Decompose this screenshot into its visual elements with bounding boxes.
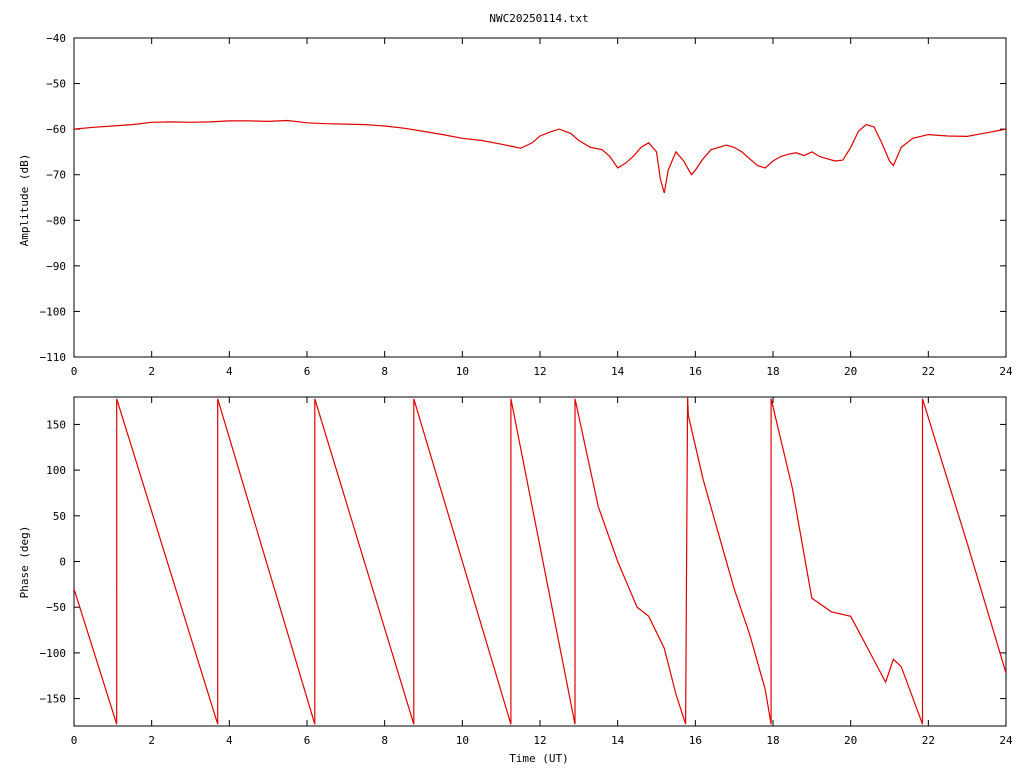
amplitude-y-tick-label: −110 [40,351,67,364]
phase-x-tick-label: 6 [304,734,311,747]
phase-x-tick-label: 16 [689,734,702,747]
amplitude-x-tick-label: 20 [844,365,857,378]
phase-y-tick-label: −50 [46,601,66,614]
amplitude-series-line [73,119,1007,194]
amplitude-x-tick-label: 14 [611,365,625,378]
phase-x-tick-label: 0 [71,734,78,747]
amplitude-y-tick-label: −100 [40,305,67,318]
amplitude-x-tick-label: 4 [226,365,233,378]
phase-plot-frame [73,396,1007,727]
amplitude-y-tick-label: −70 [46,169,66,182]
amplitude-y-tick-label: −60 [46,123,66,136]
amplitude-plot-frame [73,37,1007,358]
phase-x-tick-label: 10 [456,734,469,747]
amplitude-y-tick-label: −80 [46,214,66,227]
phase-x-tick-label: 22 [922,734,935,747]
phase-axis-ticks [73,397,1007,726]
phase-y-tick-label: −100 [40,647,67,660]
phase-y-tick-labels: 150 100 50 0 −50 −100 −150 [40,418,67,705]
phase-y-tick-label: 100 [46,464,66,477]
amplitude-x-tick-label: 2 [148,365,155,378]
phase-x-tick-label: 24 [999,734,1013,747]
amplitude-x-tick-label: 8 [381,365,388,378]
phase-x-tick-label: 4 [226,734,233,747]
phase-x-tick-labels: 0 2 4 6 8 10 12 14 16 18 20 22 24 [71,734,1013,747]
phase-x-tick-label: 12 [533,734,546,747]
amplitude-y-tick-labels: −40 −50 −60 −70 −80 −90 −100 −110 [40,32,67,364]
amplitude-y-tick-label: −90 [46,260,66,273]
phase-x-tick-label: 18 [766,734,779,747]
amplitude-x-tick-label: 18 [766,365,779,378]
phase-x-axis-label: Time (UT) [509,752,569,765]
amplitude-x-tick-label: 12 [533,365,546,378]
amplitude-x-tick-label: 10 [456,365,469,378]
amplitude-y-tick-label: −50 [46,78,66,91]
phase-x-tick-label: 14 [611,734,625,747]
phase-y-tick-label: −150 [40,693,67,706]
phase-y-axis-label: Phase (deg) [18,526,31,599]
phase-series-line [73,396,1007,725]
phase-y-tick-label: 150 [46,418,66,431]
amplitude-x-tick-label: 6 [304,365,311,378]
phase-x-tick-label: 2 [148,734,155,747]
amplitude-axis-ticks [73,37,1007,358]
chart-title: NWC20250114.txt [489,12,588,25]
amplitude-x-tick-label: 22 [922,365,935,378]
amplitude-y-tick-label: −40 [46,32,66,45]
phase-x-tick-label: 20 [844,734,857,747]
amplitude-y-axis-label: Amplitude (dB) [18,154,31,247]
amplitude-x-tick-label: 24 [999,365,1013,378]
phase-y-tick-label: 50 [53,510,66,523]
amplitude-x-tick-label: 16 [689,365,702,378]
phase-y-tick-label: 0 [59,556,66,569]
amplitude-panel: −40−50−60−70−80−90−100−110 0 2 4 6 8 10 12 14 16… [18,32,1013,378]
amplitude-x-tick-label: 0 [71,365,78,378]
phase-x-tick-label: 8 [381,734,388,747]
amplitude-x-tick-labels: 0 2 4 6 8 10 12 14 16 18 20 22 24 [71,365,1013,378]
